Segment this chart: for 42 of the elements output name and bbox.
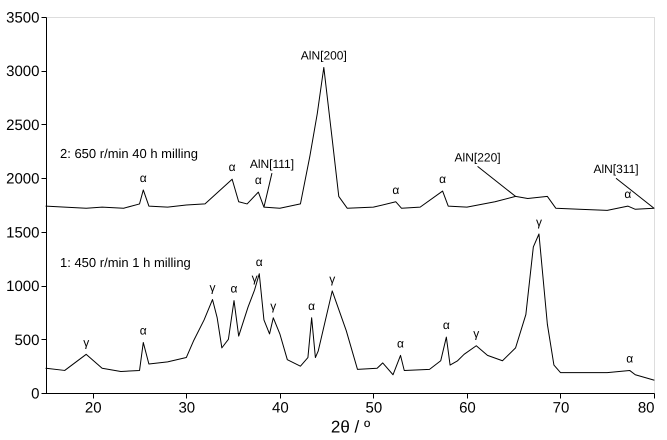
- annotation: α: [626, 351, 634, 366]
- annotation: AlN[111]: [250, 157, 294, 172]
- x-tick-label: 20: [84, 400, 102, 416]
- x-axis-title: 2θ / º: [330, 418, 370, 436]
- annotation: 2: 650 r/min 40 h milling: [60, 146, 198, 161]
- y-tick-label: 1500: [6, 224, 40, 242]
- annotation: α: [439, 172, 446, 186]
- y-tick-label: 500: [14, 332, 40, 349]
- annotation: α: [256, 254, 263, 269]
- y-tick-label: 2500: [6, 116, 40, 134]
- y-tick-label: 3500: [6, 10, 40, 26]
- y-tick-label: 1000: [6, 278, 40, 296]
- annotation: γ: [270, 298, 276, 313]
- annotation: α: [624, 187, 632, 202]
- x-tick-label: 30: [178, 400, 196, 416]
- annotation: α: [254, 173, 262, 188]
- annotation: AlN[200]: [300, 48, 347, 62]
- annotation: γ: [473, 326, 480, 341]
- annotation: AlN[311]: [593, 162, 639, 176]
- x-tick-label: 50: [366, 400, 382, 416]
- annotation: α: [140, 170, 147, 185]
- y-tick-label: 3000: [6, 63, 40, 80]
- annotation: 1: 450 r/min 1 h milling: [60, 255, 191, 270]
- x-tick-label: 80: [638, 400, 654, 416]
- y-tick-label: 0: [31, 386, 40, 402]
- annotation: γ: [536, 215, 542, 230]
- annotation: γ: [83, 335, 90, 350]
- annotation: α: [392, 182, 400, 197]
- annotation: α: [140, 324, 147, 338]
- x-tick-label: 40: [272, 400, 289, 416]
- annotation: α: [397, 336, 404, 350]
- x-tick-label: 70: [552, 400, 570, 416]
- annotation: α: [230, 282, 238, 296]
- y-tick-label: 2000: [6, 170, 40, 188]
- x-tick-label: 60: [459, 400, 476, 416]
- annotation: γ: [329, 272, 336, 286]
- annotation: α: [228, 160, 236, 174]
- annotation: γ: [252, 270, 258, 285]
- annotation: α: [308, 298, 316, 313]
- annotation: γ: [210, 280, 216, 295]
- annotation: AlN[220]: [454, 150, 501, 164]
- annotation: α: [442, 318, 450, 332]
